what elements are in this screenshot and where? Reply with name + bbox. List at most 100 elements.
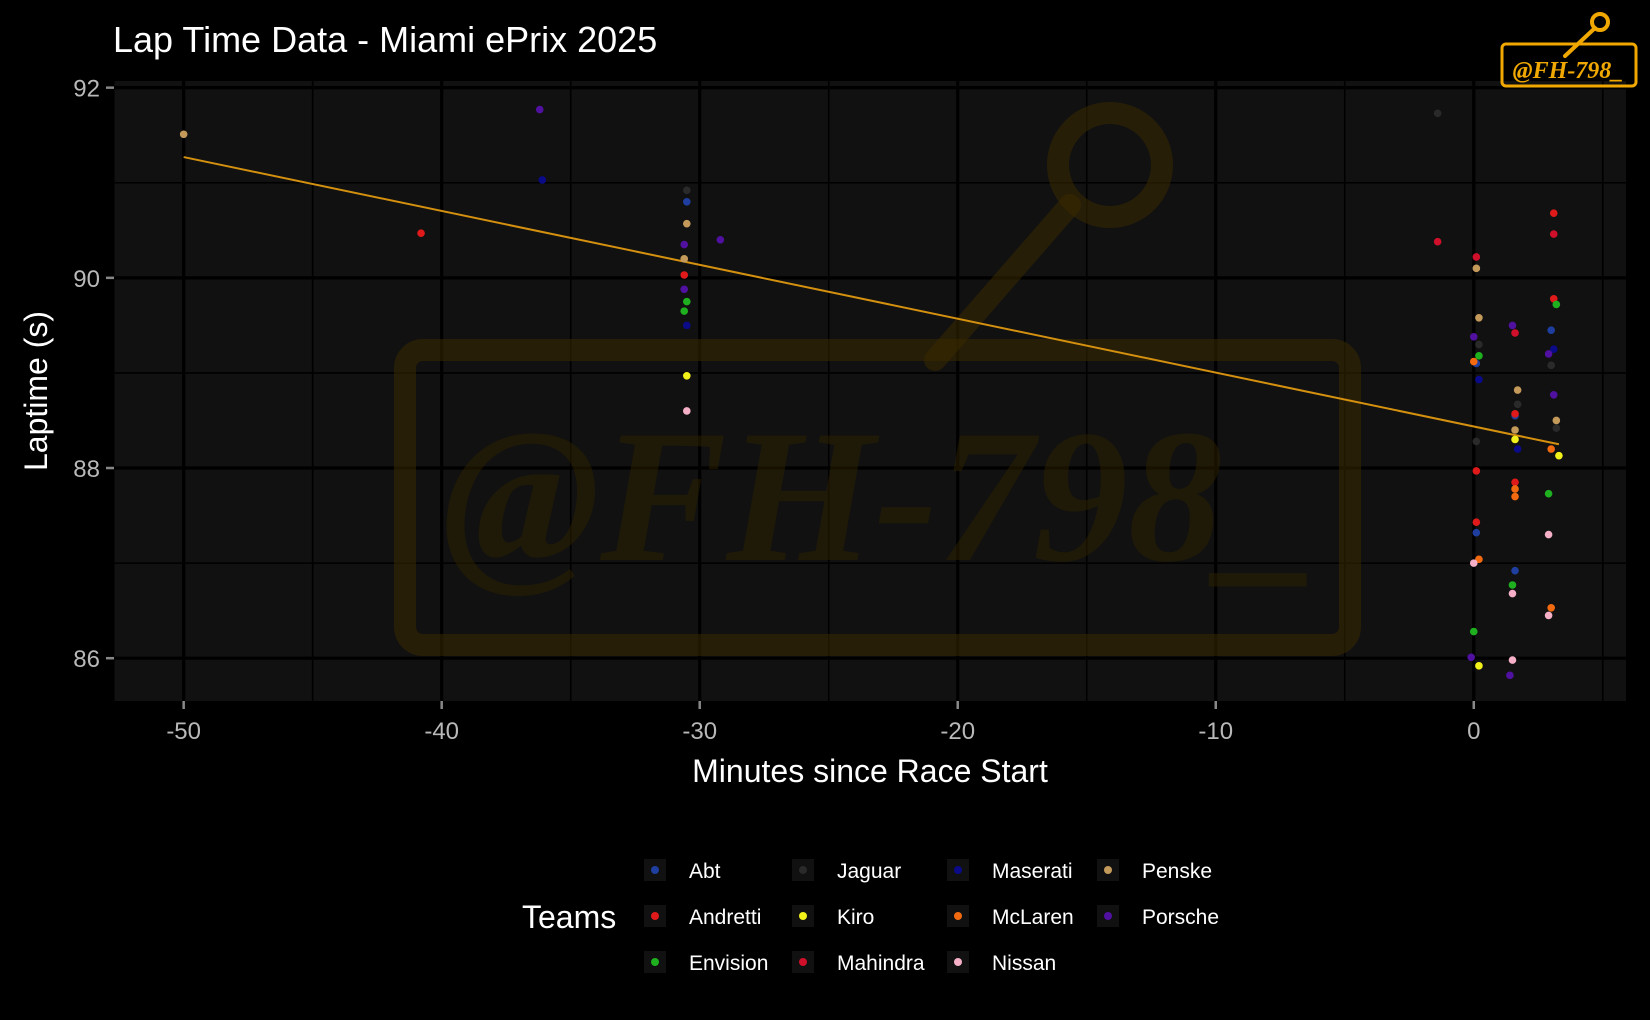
data-point-jaguar [683,186,691,195]
legend-label-mahindra: Mahindra [837,952,925,975]
data-point-porsche [1469,332,1478,341]
data-point-porsche [1508,321,1517,330]
data-point-nissan [1544,530,1553,539]
data-point-andretti [1472,467,1481,475]
x-tick-label: 0 [1467,718,1480,745]
data-point-jaguar [1433,109,1442,118]
data-point-penske [179,130,188,139]
legend-label-porsche: Porsche [1142,906,1219,929]
data-point-mclaren [1469,357,1478,366]
data-point-envision [1469,627,1478,636]
x-tick-label: -30 [682,718,717,745]
data-point-mahindra [1433,237,1442,246]
data-point-mclaren [1511,492,1519,501]
data-point-andretti [1549,209,1558,217]
data-point-envision [683,297,691,306]
data-point-andretti [417,229,425,237]
data-point-penske [683,219,691,228]
legend-marker-maserati [954,866,962,874]
logo: @FH-798_ [1500,12,1638,88]
watermark-text: @FH-798_ [442,392,1318,602]
data-point-nissan [1469,559,1478,567]
legend-marker-andretti [651,912,659,920]
legend-marker-jaguar [799,866,807,874]
data-point-maserati [538,176,547,184]
data-point-jaguar [1552,424,1561,432]
data-point-envision [1475,352,1483,360]
data-point-nissan [683,407,691,415]
legend-marker-kiro [799,912,807,920]
data-point-abt [1511,566,1519,575]
data-point-porsche [535,105,544,114]
data-point-kiro [683,371,691,380]
chart-title: Lap Time Data - Miami ePrix 2025 [113,19,657,60]
data-point-mclaren [1547,445,1555,453]
y-tick-label: 88 [73,456,100,483]
data-point-andretti [680,271,689,279]
legend-marker-penske [1104,866,1112,874]
data-point-porsche [680,240,689,249]
data-point-kiro [1475,662,1483,670]
watermark: @FH-798_ [394,102,1361,656]
legend-marker-mclaren [954,912,962,920]
x-tick-label: -40 [424,718,459,745]
data-point-mahindra [1472,253,1481,261]
data-point-andretti [1511,410,1519,418]
legend-marker-abt [651,866,659,874]
y-axis-title: Laptime (s) [18,311,54,471]
data-point-porsche [1549,391,1558,399]
trend-line [183,156,1560,446]
data-point-mahindra [1549,230,1558,238]
data-point-jaguar [1547,361,1555,370]
data-point-penske [1475,313,1483,322]
data-point-jaguar [1513,400,1522,409]
data-point-mahindra [1511,329,1519,337]
legend-marker-nissan [954,958,962,966]
grid-major [114,81,1626,701]
data-point-envision [680,307,689,315]
legend-label-nissan: Nissan [992,952,1056,975]
data-point-abt [1547,326,1555,334]
data-point-penske [1511,426,1519,434]
data-point-envision [1552,300,1561,309]
data-point-abt [683,197,691,206]
legend-label-envision: Envision [689,952,768,975]
legend-label-jaguar: Jaguar [837,860,901,883]
data-point-kiro [1555,451,1563,460]
data-point-envision [1544,489,1553,498]
data-point-andretti [1511,478,1519,487]
data-point-nissan [1544,611,1553,620]
legend-label-mclaren: McLaren [992,906,1074,929]
data-point-mclaren [1547,604,1555,612]
data-point-maserati [1513,445,1522,453]
y-tick-label: 90 [73,266,100,293]
legend-label-kiro: Kiro [837,906,874,929]
data-point-nissan [1508,656,1517,664]
data-point-maserati [683,321,691,330]
data-point-porsche [1467,653,1475,662]
data-point-andretti [1549,294,1558,303]
data-point-porsche [680,285,689,294]
legend-marker-mahindra [799,958,807,966]
data-point-jaguar [1475,340,1483,349]
legend-label-andretti: Andretti [689,906,761,929]
data-point-envision [1508,581,1517,589]
legend-marker-porsche [1104,912,1112,920]
data-point-abt [1472,528,1481,537]
x-tick-label: -10 [1198,718,1233,745]
data-point-penske [1472,264,1481,273]
y-tick-label: 86 [73,646,100,673]
data-point-porsche [1506,671,1514,680]
legend-title: Teams [522,899,616,935]
grid-minor [114,81,1626,701]
plot-panel [114,81,1626,701]
data-point-penske [1552,416,1561,425]
logo-text: @FH-798_ [1513,58,1624,84]
data-point-nissan [1508,589,1517,598]
data-point-porsche [1544,350,1553,358]
data-point-maserati [1475,375,1483,384]
y-axis-ticks: 86 88 90 92 [73,76,114,673]
x-tick-label: -20 [940,718,975,745]
data-point-andretti [1472,518,1481,527]
